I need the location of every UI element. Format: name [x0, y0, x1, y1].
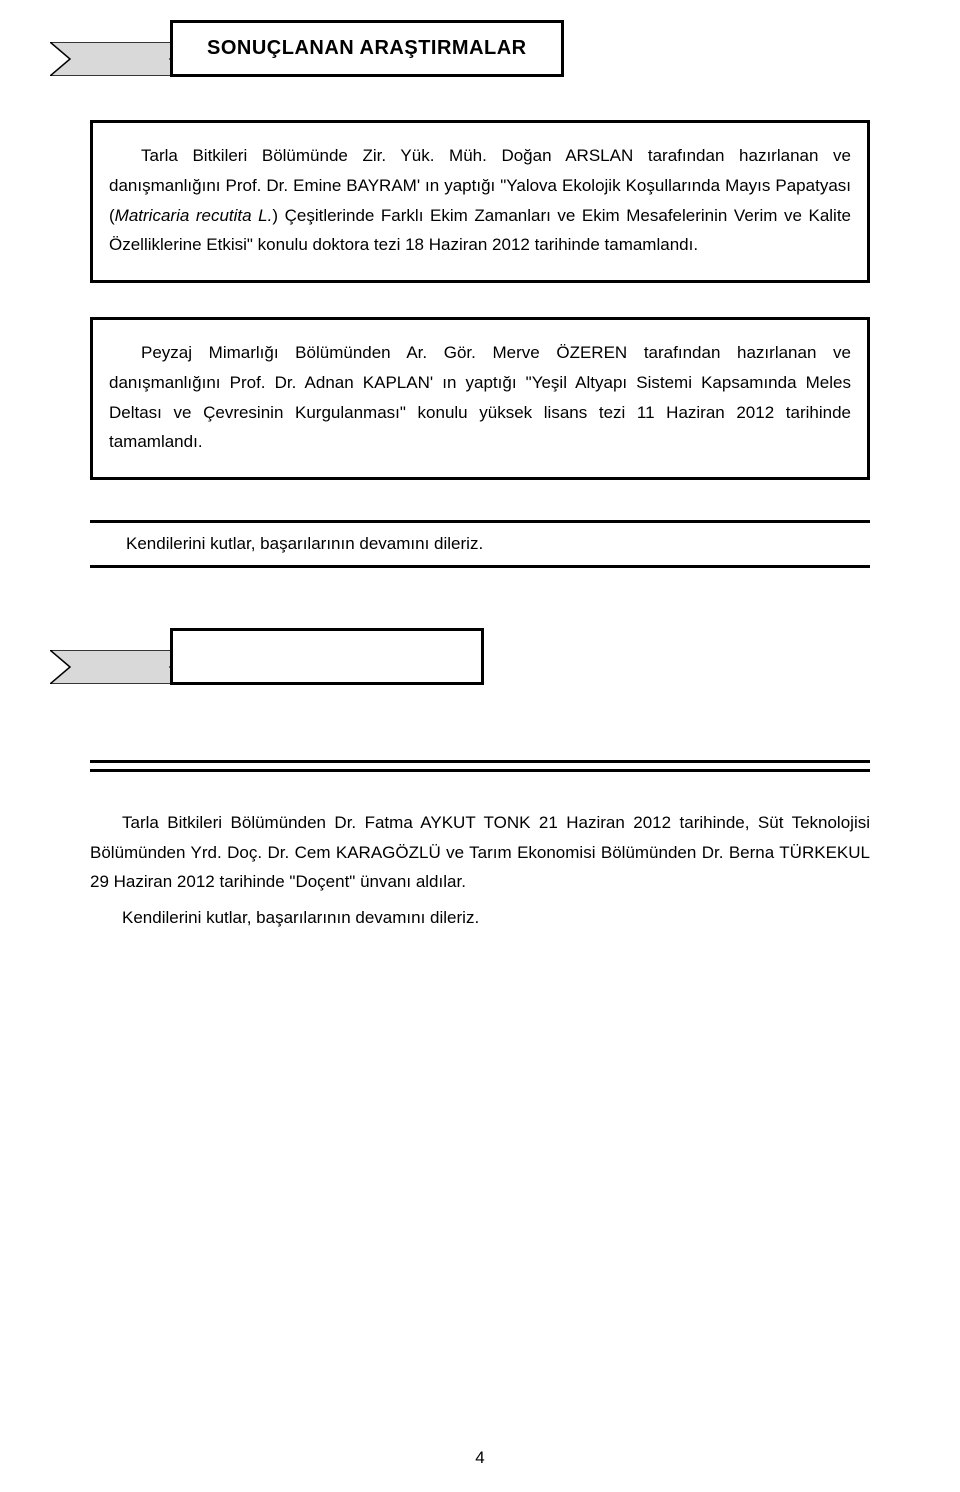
page-number: 4	[0, 1448, 960, 1468]
research-1-text: Tarla Bitkileri Bölümünde Zir. Yük. Müh.…	[109, 141, 851, 260]
double-rule	[90, 760, 870, 772]
section-title-box: ATAMA ve SEÇİLMELER	[170, 628, 484, 685]
divider	[90, 769, 870, 772]
research-summary-1: Tarla Bitkileri Bölümünde Zir. Yük. Müh.…	[90, 120, 870, 283]
divider	[90, 565, 870, 568]
appointments-p1: Tarla Bitkileri Bölümünden Dr. Fatma AYK…	[90, 808, 870, 897]
appointments-block: Tarla Bitkileri Bölümünden Dr. Fatma AYK…	[90, 808, 870, 933]
section-title: ATAMA ve SEÇİLMELER	[207, 645, 447, 667]
congrats-block-1: Kendilerini kutlar, başarılarının devamı…	[90, 520, 870, 568]
ribbon-decoration	[50, 42, 190, 74]
ribbon-decoration	[50, 650, 190, 682]
research-2-text: Peyzaj Mimarlığı Bölümünden Ar. Gör. Mer…	[109, 338, 851, 457]
section-title-box: SONUÇLANAN ARAŞTIRMALAR	[170, 20, 564, 77]
section-banner-research: SONUÇLANAN ARAŞTIRMALAR	[90, 20, 870, 92]
research-summary-2: Peyzaj Mimarlığı Bölümünden Ar. Gör. Mer…	[90, 317, 870, 480]
section-banner-appointments: ATAMA ve SEÇİLMELER	[90, 628, 870, 700]
congrats-text-1: Kendilerini kutlar, başarılarının devamı…	[90, 523, 870, 565]
section-title: SONUÇLANAN ARAŞTIRMALAR	[207, 37, 527, 59]
appointments-p2: Kendilerini kutlar, başarılarının devamı…	[90, 903, 870, 933]
